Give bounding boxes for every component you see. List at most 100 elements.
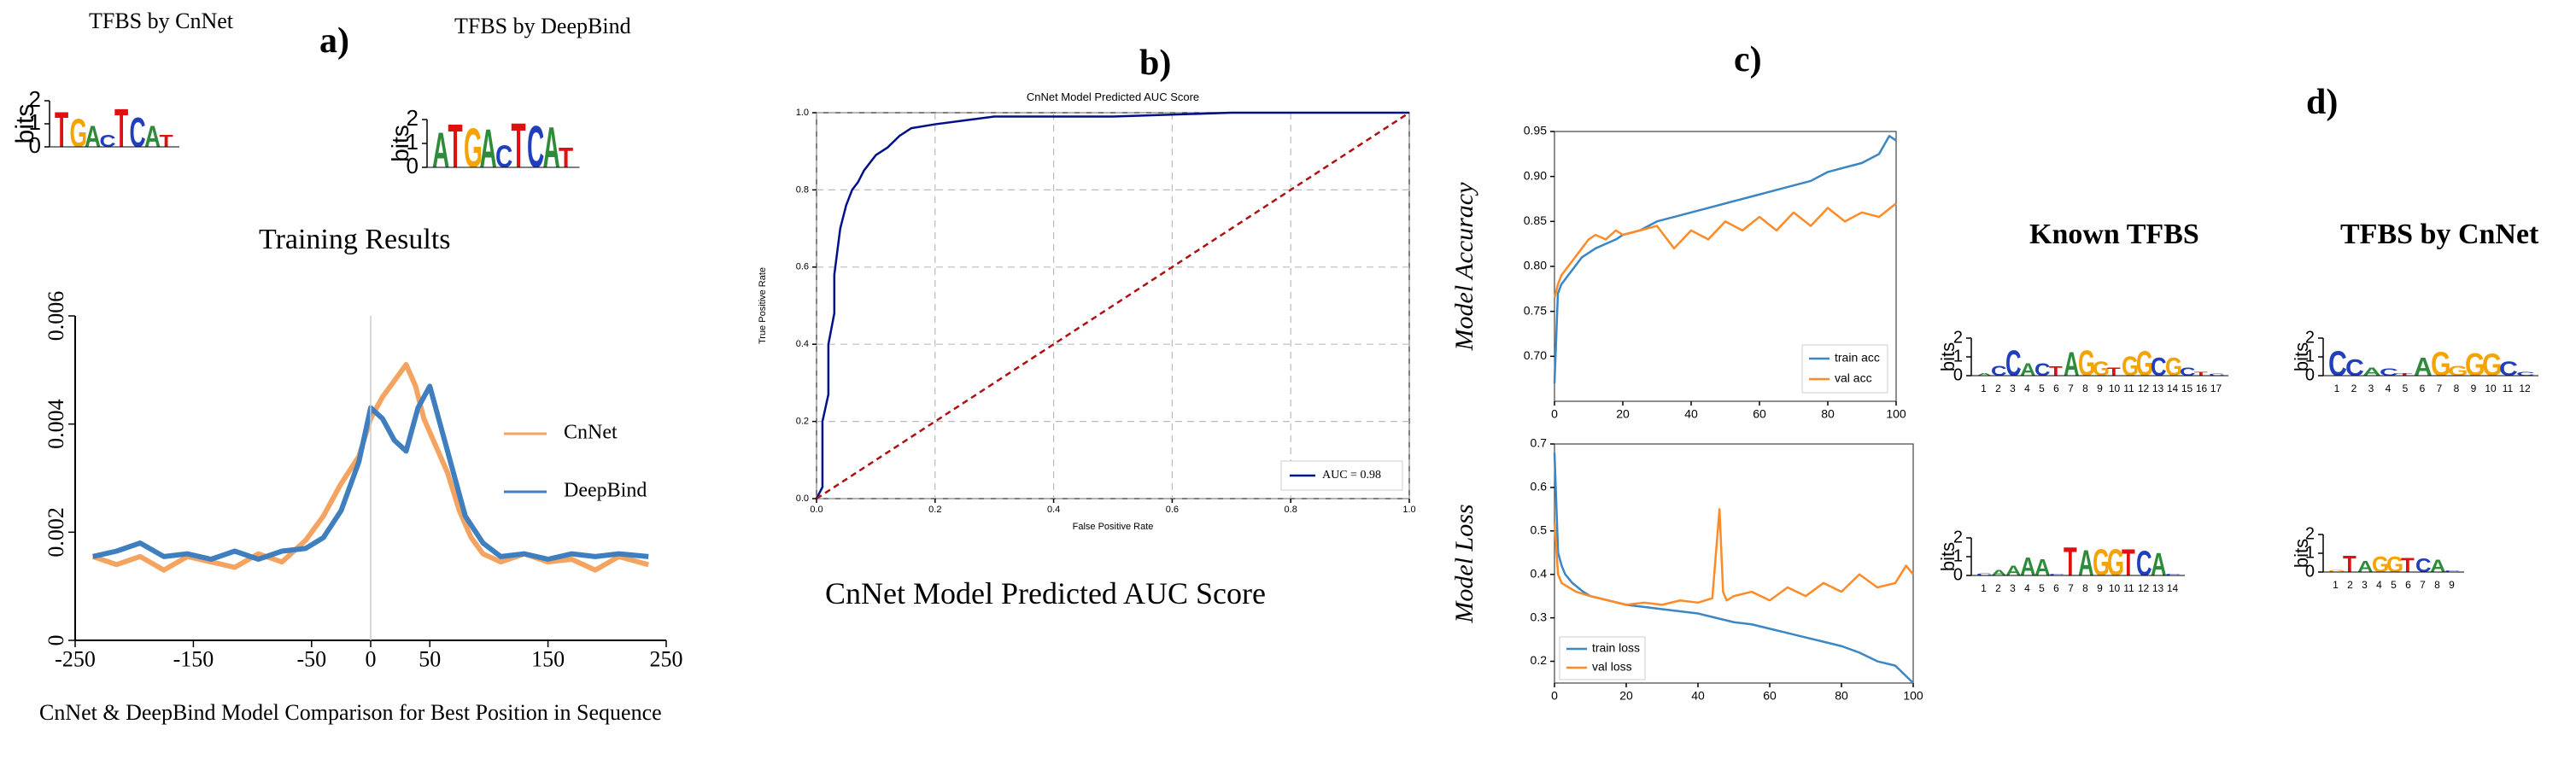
logo-letter: T <box>2122 541 2135 584</box>
logo-x-tick: 1 <box>1981 582 1987 594</box>
logo-x-tick: 2 <box>1995 382 2001 394</box>
logo-x-tick: 3 <box>2010 582 2016 594</box>
logo-letter: C <box>2209 373 2225 377</box>
logo-letter: A <box>543 116 560 181</box>
logo-x-tick: 6 <box>2053 382 2059 394</box>
logo-x-tick: 11 <box>2123 582 2134 594</box>
x-axis-label: False Positive Rate <box>1073 522 1154 532</box>
logo-letter: T <box>2343 551 2356 577</box>
tick-label: 2 <box>1953 328 1963 347</box>
logo-letter: T <box>559 143 573 174</box>
logo-x-tick: 9 <box>2097 582 2103 594</box>
logo-letter: T <box>2194 371 2209 377</box>
legend-label-train: train acc <box>1835 351 1880 365</box>
panel-label-b: b) <box>1139 44 1172 83</box>
logo-x-tick: 2 <box>2347 579 2353 591</box>
logo-letter: G <box>2093 358 2110 381</box>
logo-letter: C <box>1976 573 1993 576</box>
logo-x-tick: 9 <box>2097 382 2103 394</box>
logo-x-tick: 9 <box>2449 579 2455 591</box>
logo-x-tick: 10 <box>2109 382 2121 394</box>
logo-letter: A <box>2414 353 2433 382</box>
y-axis-label: Model Loss <box>1450 504 1478 623</box>
y-tick-label: 0.4 <box>1531 566 1548 580</box>
chart-b-title: CnNet Model Predicted AUC Score <box>1027 91 1199 103</box>
x-tick-label: 60 <box>1763 688 1777 702</box>
logo-x-tick: 6 <box>2405 579 2411 591</box>
legend-box <box>1801 344 1888 394</box>
logo-x-tick: 4 <box>2386 382 2392 394</box>
series-line <box>816 111 1410 500</box>
logo-title-cnnet-a: TFBS by CnNet <box>89 9 234 33</box>
logo-letter: C <box>2180 365 2196 378</box>
logo-letter: C <box>2415 555 2432 576</box>
logo-x-tick: 14 <box>2167 582 2179 594</box>
y-tick-label: 0.4 <box>796 339 809 349</box>
logo-letter: T <box>2397 372 2413 377</box>
chart-b-caption: CnNet Model Predicted AUC Score <box>825 576 1266 610</box>
logo-letter: A <box>144 120 161 154</box>
logo-letter: C <box>495 138 512 174</box>
tick-label: 0 <box>2305 365 2315 384</box>
tick-label: 1 <box>2305 543 2315 562</box>
logo-x-tick: 8 <box>2082 382 2088 394</box>
tick-label: 0 <box>2305 562 2315 581</box>
logo-x-tick: 7 <box>2068 582 2074 594</box>
logo-letter: C <box>2136 545 2152 584</box>
logo-letter: A <box>1976 372 1993 377</box>
x-tick-label: 0.0 <box>810 505 823 515</box>
logo-letter: A <box>2362 365 2381 378</box>
tick-label: 2 <box>29 86 41 112</box>
logo-letter: G <box>2093 541 2110 584</box>
logo-x-tick: 5 <box>2039 582 2045 594</box>
logo-letter: C <box>2345 355 2364 381</box>
logo-letter: A <box>480 119 497 179</box>
x-tick-label: 40 <box>1691 688 1705 702</box>
logo-letter: C <box>2444 569 2461 572</box>
x-tick-label: 0.4 <box>1047 505 1060 515</box>
logo-letter: T <box>160 131 174 151</box>
logo-x-tick: 7 <box>2420 579 2426 591</box>
logo-letter: G <box>2078 343 2095 383</box>
logo-letter: A <box>1991 569 2007 577</box>
logo-title-cnnet-d: TFBS by CnNet <box>2340 219 2539 250</box>
chart-b-roc: CnNet Model Predicted AUC Score 0.0 0.2 0.4… <box>758 91 1416 532</box>
logo-x-tick: 4 <box>2376 579 2382 591</box>
y-tick-label: 0.3 <box>1531 610 1548 623</box>
logo-x-tick: 12 <box>2519 382 2531 394</box>
x-tick-label: 50 <box>419 646 441 671</box>
tick-label: 0 <box>1953 365 1963 384</box>
logo-x-tick: 17 <box>2210 382 2222 394</box>
plot-frame <box>1554 443 1914 684</box>
logo-letter: T <box>114 99 128 160</box>
logo-letter: C <box>2034 360 2051 380</box>
x-tick-label: 0.8 <box>1285 505 1297 515</box>
x-tick-label: 0.6 <box>1166 505 1179 515</box>
logo-letter: C <box>2499 357 2518 381</box>
logo-letter: G <box>2165 352 2182 382</box>
tick-label: 2 <box>2305 328 2315 347</box>
logo-x-tick: 8 <box>2082 582 2088 594</box>
logo-x-tick: 5 <box>2403 382 2409 394</box>
logo-letter: G <box>2372 553 2389 577</box>
y-tick-label: 0.75 <box>1524 303 1547 317</box>
legend-label-val: val loss <box>1592 660 1632 674</box>
logo-x-tick: 13 <box>2152 382 2164 394</box>
logo-letter: C <box>2151 352 2167 382</box>
logo-letter: A <box>2151 546 2167 582</box>
x-tick-label: -50 <box>296 646 326 671</box>
legend-label-cnnet: CnNet <box>564 422 618 444</box>
logo-title-deepbind-a: TFBS by DeepBind <box>454 14 631 38</box>
panel-label-a: a) <box>319 21 349 61</box>
logo-letter: A <box>2005 563 2022 579</box>
logo-x-tick: 10 <box>2109 582 2121 594</box>
x-tick-label: 0 <box>1551 406 1558 420</box>
tick-label: 1 <box>29 109 41 135</box>
x-tick-label: 80 <box>1821 406 1835 420</box>
logo-letter: G <box>2328 569 2345 573</box>
logo-letter: C <box>130 110 146 157</box>
logo-x-tick: 7 <box>2437 382 2443 394</box>
